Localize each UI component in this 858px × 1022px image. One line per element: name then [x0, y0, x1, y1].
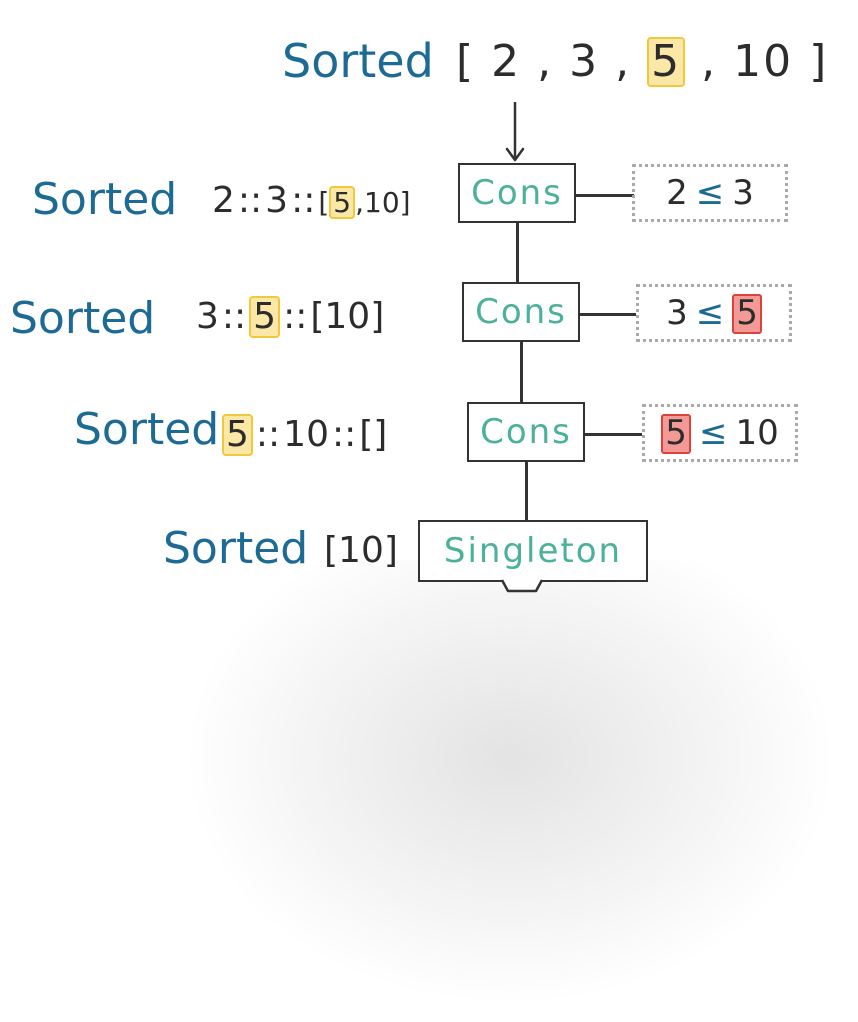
connector-line [576, 194, 634, 197]
cons-operator: :: [221, 296, 247, 337]
expression-row-3: 5::10::[] [222, 414, 387, 456]
connector-line [516, 222, 519, 282]
cons-node-1: Cons [458, 163, 576, 223]
cons-node-2: Cons [462, 282, 580, 342]
top-list: [ 2 , 3 , 5 , 10 ] [456, 36, 829, 88]
empty-list: [] [359, 414, 388, 455]
cons-operator: :: [331, 414, 357, 455]
list-open: [ [318, 186, 330, 219]
expr-term: 2 [212, 180, 235, 221]
connector-line [520, 342, 523, 402]
sorted-label-row-2: Sorted [10, 293, 156, 344]
condition-left: 3 [666, 293, 688, 333]
expr-term: 10 [364, 186, 400, 219]
le-operator: ≤ [695, 173, 725, 213]
condition-box-1: 2 ≤3 [632, 164, 788, 222]
connector-line [584, 433, 642, 436]
list-item: 2 [491, 36, 522, 87]
highlighted-item: 5 [222, 414, 253, 456]
le-operator: ≤ [695, 293, 725, 333]
sorted-label-top: Sorted [282, 34, 434, 88]
comma: , [537, 36, 554, 87]
highlighted-item: 5 [249, 296, 281, 338]
cons-node-3: Cons [467, 402, 585, 462]
le-operator: ≤ [698, 413, 728, 453]
condition-right-highlighted: 5 [732, 294, 762, 334]
connector-line [525, 462, 528, 520]
expr-term: 3 [196, 296, 219, 337]
sorted-label-last: Sorted [163, 523, 309, 574]
cons-operator: :: [255, 414, 281, 455]
list-open: [ [310, 296, 325, 337]
sorted-label-row-1: Sorted [32, 174, 178, 225]
list-close: ] [399, 186, 411, 219]
highlighted-item: 5 [329, 186, 356, 220]
comma: , [355, 186, 365, 219]
list-item: 3 [569, 36, 600, 87]
expression-row-2: 3:: 5::[10] [196, 296, 384, 338]
condition-left: 2 [666, 173, 688, 213]
sorted-label-row-3: Sorted [74, 404, 220, 455]
highlighted-item: 5 [647, 37, 686, 88]
expression-last: [10] [324, 530, 398, 571]
background-shadow [190, 560, 830, 1000]
condition-right: 10 [735, 413, 779, 453]
cons-operator: :: [291, 180, 316, 221]
arrow-down-icon [505, 102, 525, 162]
list-item: 10 [733, 36, 794, 87]
expr-term: 10 [283, 414, 329, 455]
condition-box-2: 3 ≤5 [636, 284, 792, 342]
condition-box-3: 5 ≤10 [642, 404, 798, 462]
singleton-node: Singleton [418, 520, 648, 582]
comma: , [615, 36, 632, 87]
list-open: [ [456, 36, 476, 87]
connector-line [578, 313, 636, 316]
comma: , [701, 36, 718, 87]
list-close: ] [809, 36, 829, 87]
singleton-tab [500, 579, 544, 593]
expression-row-1: 2::3::[5,10] [212, 180, 411, 221]
condition-right: 3 [732, 173, 754, 213]
expr-term: 10 [324, 296, 371, 337]
condition-left-highlighted: 5 [661, 414, 691, 454]
expr-term: 3 [265, 180, 289, 221]
cons-operator: :: [237, 180, 263, 221]
cons-operator: :: [283, 296, 308, 337]
list-close: ] [370, 296, 385, 337]
